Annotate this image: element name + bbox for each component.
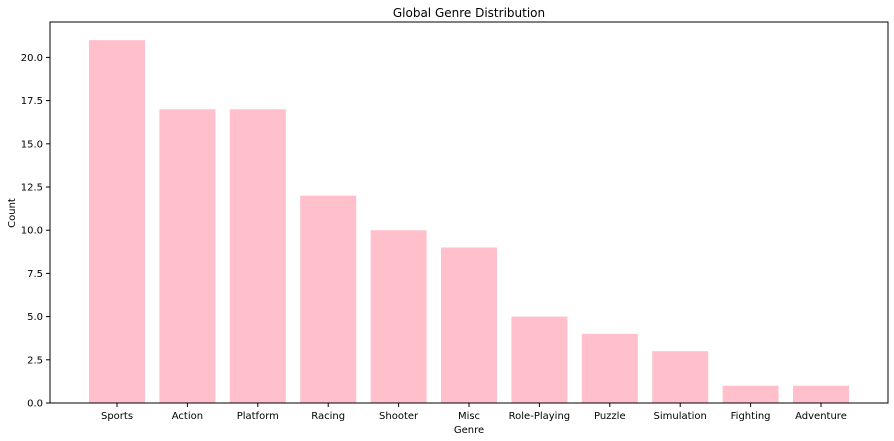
y-tick-label: 2.5	[27, 355, 43, 366]
bar-platform	[229, 109, 286, 403]
x-tick-label: Platform	[237, 411, 279, 422]
y-tick-label: 15.0	[21, 139, 43, 150]
x-tick-label: Simulation	[654, 411, 707, 422]
bar-puzzle	[581, 333, 638, 403]
y-tick-label: 7.5	[27, 269, 43, 280]
y-axis-label: Count	[7, 198, 18, 228]
bar-fighting	[722, 385, 779, 403]
bar-action	[159, 109, 216, 403]
y-tick-label: 17.5	[21, 96, 43, 107]
y-tick-label: 20.0	[21, 53, 43, 64]
x-tick-label: Racing	[311, 411, 345, 422]
bar-sports	[89, 40, 145, 403]
bar-adventure	[793, 385, 849, 403]
bar-simulation	[652, 351, 709, 403]
bars-group	[89, 40, 849, 403]
x-tick-label: Adventure	[795, 411, 847, 422]
bar-misc	[441, 247, 497, 403]
x-tick-label: Sports	[101, 411, 133, 422]
y-tick-label: 10.0	[21, 226, 43, 237]
y-tick-label: 0.0	[27, 399, 43, 410]
bar-shooter	[370, 230, 427, 403]
y-axis-ticks: 0.0 2.5 5.0 7.5 10.0 12.5 15.0 17.5 20.0	[21, 53, 50, 410]
x-tick-label: Role-Playing	[509, 411, 570, 422]
x-axis-label: Genre	[454, 425, 484, 436]
x-tick-label: Action	[172, 411, 203, 422]
bar-role-playing	[511, 316, 568, 403]
x-tick-label: Fighting	[731, 411, 771, 422]
x-tick-label: Misc	[458, 411, 480, 422]
x-axis-ticks: Sports Action Platform Racing Shooter Misc Rol…	[101, 403, 847, 422]
y-tick-label: 12.5	[21, 183, 43, 194]
bar-racing	[300, 195, 357, 403]
x-tick-label: Shooter	[379, 411, 419, 422]
x-tick-label: Puzzle	[594, 411, 626, 422]
plot-frame	[49, 21, 889, 404]
chart-title: Global Genre Distribution	[393, 6, 545, 20]
y-tick-label: 5.0	[27, 312, 43, 323]
